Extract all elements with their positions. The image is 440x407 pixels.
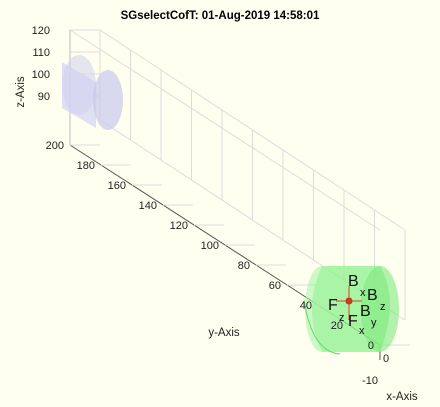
y-tick-label: 120 <box>170 220 188 232</box>
selected-cylinder <box>303 266 399 355</box>
y-axis-label: y-Axis <box>208 327 240 339</box>
y-tick-label: 200 <box>46 140 64 152</box>
z-tick-label: 120 <box>32 25 50 37</box>
z-tick-label: 90 <box>38 91 50 103</box>
y-tick-label: 0 <box>368 340 374 352</box>
x-tick-label: 0 <box>383 353 389 365</box>
z-axis-label: z-Axis <box>15 76 27 108</box>
box-edge <box>69 29 381 231</box>
y-tick-label: 20 <box>331 320 343 332</box>
x-tick-label: -10 <box>362 375 378 387</box>
y-tick-label: 140 <box>139 200 157 212</box>
frame-label-by-sub: y <box>371 317 377 329</box>
frame-label-fx-sub: x <box>359 325 365 337</box>
frame-label-fz-main: F <box>328 297 338 314</box>
ghost-cylinder <box>62 55 123 130</box>
tick-labels: 0 20 40 60 80 100 120 140 160 180 200 90 100 110 120 -1… <box>32 25 389 387</box>
y-tick-label: 100 <box>201 240 219 252</box>
frame-label-bx-sub: x <box>360 287 366 299</box>
frame-label-by-main: B <box>360 303 371 320</box>
frame-label-fx-main: F <box>348 313 358 330</box>
y-tick-label: 180 <box>77 160 95 172</box>
frame-label-bz-main: B <box>367 287 378 304</box>
frame-label-fz-sub: z <box>339 312 345 324</box>
frame-label-bz-sub: z <box>380 301 386 313</box>
y-tick-label: 40 <box>300 300 312 312</box>
y-tick-label: 80 <box>238 260 250 272</box>
chart-title: SGselectCofT: 01-Aug-2019 14:58:01 <box>121 10 320 22</box>
z-tick-label: 100 <box>32 69 50 81</box>
z-tick-label: 110 <box>32 47 50 59</box>
frame-markers: B x B z B y F z F x <box>328 273 386 337</box>
y-tick-label: 60 <box>269 280 281 292</box>
frame-label-bx-main: B <box>348 273 359 290</box>
x-axis-label: x-Axis <box>386 391 418 403</box>
y-tick-label: 160 <box>108 180 126 192</box>
